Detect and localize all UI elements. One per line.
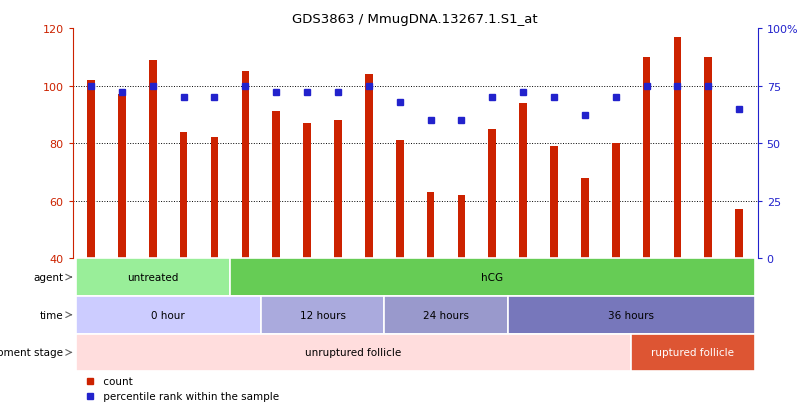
Bar bbox=[396, 141, 404, 259]
Bar bbox=[550, 147, 558, 259]
Bar bbox=[242, 72, 249, 259]
Bar bbox=[76, 259, 230, 296]
Bar bbox=[581, 178, 588, 259]
Text: agent: agent bbox=[33, 273, 64, 282]
Bar bbox=[210, 138, 218, 259]
Bar bbox=[76, 296, 261, 334]
Text: 24 hours: 24 hours bbox=[423, 310, 469, 320]
Bar bbox=[508, 296, 754, 334]
Bar bbox=[180, 132, 188, 259]
Bar bbox=[149, 60, 156, 259]
Text: unruptured follicle: unruptured follicle bbox=[305, 348, 401, 358]
Title: GDS3863 / MmugDNA.13267.1.S1_at: GDS3863 / MmugDNA.13267.1.S1_at bbox=[293, 13, 538, 26]
Text: percentile rank within the sample: percentile rank within the sample bbox=[100, 392, 279, 401]
Text: 12 hours: 12 hours bbox=[300, 310, 346, 320]
Bar bbox=[704, 58, 713, 259]
Bar bbox=[303, 123, 311, 259]
Bar bbox=[631, 334, 754, 371]
Bar bbox=[230, 259, 754, 296]
Bar bbox=[612, 144, 620, 259]
Text: untreated: untreated bbox=[127, 273, 178, 282]
Text: 36 hours: 36 hours bbox=[608, 310, 654, 320]
Bar bbox=[261, 296, 384, 334]
Bar bbox=[87, 81, 95, 259]
Bar bbox=[118, 95, 126, 259]
Bar bbox=[642, 58, 650, 259]
Bar bbox=[334, 121, 342, 259]
Bar bbox=[384, 296, 508, 334]
Bar bbox=[674, 38, 681, 259]
Bar bbox=[272, 112, 280, 259]
Bar bbox=[519, 104, 527, 259]
Bar bbox=[365, 75, 372, 259]
Text: time: time bbox=[39, 310, 64, 320]
Bar bbox=[76, 334, 631, 371]
Bar bbox=[488, 129, 496, 259]
Bar bbox=[458, 195, 465, 259]
Text: ruptured follicle: ruptured follicle bbox=[651, 348, 734, 358]
Text: count: count bbox=[100, 376, 133, 386]
Text: 0 hour: 0 hour bbox=[152, 310, 185, 320]
Text: hCG: hCG bbox=[481, 273, 503, 282]
Bar bbox=[735, 210, 743, 259]
Text: development stage: development stage bbox=[0, 348, 64, 358]
Bar bbox=[426, 192, 434, 259]
